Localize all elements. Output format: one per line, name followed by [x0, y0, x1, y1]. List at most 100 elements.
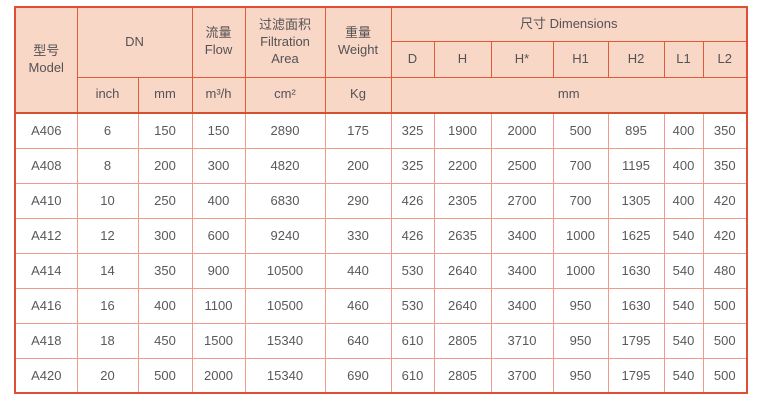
unit-weight: Kg — [324, 76, 392, 114]
header-row-3: inch mm m³/h cm² Kg mm — [15, 76, 748, 114]
model-cell: A420 — [14, 357, 78, 394]
value-cell: 2305 — [433, 182, 492, 219]
value-cell: 2640 — [433, 252, 492, 289]
value-cell: 350 — [137, 252, 193, 289]
table-row: A412 12 300 600 9240 330 426 2635 3400 1000 1625 54… — [14, 217, 748, 254]
header-flow-en: Flow — [204, 42, 233, 58]
header-dn: DN — [76, 6, 193, 78]
table-header: 型号 Model DN 流量 Flow 过滤面积 Filtration Area… — [14, 6, 748, 114]
value-cell: 150 — [137, 112, 193, 149]
value-cell: 895 — [607, 112, 665, 149]
header-filtration-en1: Filtration — [260, 33, 310, 49]
value-cell: 440 — [324, 252, 392, 289]
value-cell: 400 — [191, 182, 246, 219]
value-cell: 1305 — [607, 182, 665, 219]
value-cell: 600 — [191, 217, 246, 254]
unit-dimensions-mm: mm — [390, 76, 748, 114]
header-dim-d: D — [390, 40, 435, 78]
value-cell: 250 — [137, 182, 193, 219]
table-row: A416 16 400 1100 10500 460 530 2640 3400 950 1630 5… — [14, 287, 748, 324]
header-model-zh: 型号 — [33, 43, 60, 59]
value-cell: 500 — [702, 287, 748, 324]
value-cell: 500 — [702, 322, 748, 359]
value-cell: 300 — [191, 147, 246, 184]
value-cell: 12 — [76, 217, 139, 254]
value-cell: 15340 — [244, 322, 326, 359]
header-weight: 重量 Weight — [324, 6, 392, 78]
model-cell: A414 — [14, 252, 78, 289]
value-cell: 10500 — [244, 252, 326, 289]
header-row-2: D H H* H1 H2 L1 L2 — [15, 40, 748, 78]
value-cell: 330 — [324, 217, 392, 254]
value-cell: 6 — [76, 112, 139, 149]
table-row: A410 10 250 400 6830 290 426 2305 2700 700 1305 400… — [14, 182, 748, 219]
value-cell: 1900 — [433, 112, 492, 149]
value-cell: 200 — [324, 147, 392, 184]
value-cell: 3400 — [490, 252, 554, 289]
value-cell: 400 — [663, 147, 704, 184]
value-cell: 640 — [324, 322, 392, 359]
value-cell: 610 — [390, 322, 435, 359]
value-cell: 10500 — [244, 287, 326, 324]
header-filtration-zh: 过滤面积 — [258, 16, 311, 32]
header-dim-l1: L1 — [663, 40, 704, 78]
value-cell: 900 — [191, 252, 246, 289]
value-cell: 18 — [76, 322, 139, 359]
value-cell: 10 — [76, 182, 139, 219]
value-cell: 400 — [137, 287, 193, 324]
header-dimensions: 尺寸 Dimensions — [390, 6, 748, 42]
value-cell: 426 — [390, 182, 435, 219]
value-cell: 15340 — [244, 357, 326, 394]
value-cell: 2640 — [433, 287, 492, 324]
header-dim-l2: L2 — [702, 40, 748, 78]
value-cell: 690 — [324, 357, 392, 394]
value-cell: 2805 — [433, 322, 492, 359]
value-cell: 325 — [390, 112, 435, 149]
value-cell: 500 — [137, 357, 193, 394]
value-cell: 290 — [324, 182, 392, 219]
value-cell: 2890 — [244, 112, 326, 149]
value-cell: 420 — [702, 182, 748, 219]
value-cell: 460 — [324, 287, 392, 324]
model-cell: A418 — [14, 322, 78, 359]
value-cell: 350 — [702, 112, 748, 149]
value-cell: 20 — [76, 357, 139, 394]
model-cell: A408 — [14, 147, 78, 184]
value-cell: 950 — [552, 287, 609, 324]
spec-table-body: A406 6 150 150 2890 175 325 1900 2000 500 895 400 35… — [14, 112, 748, 394]
value-cell: 420 — [702, 217, 748, 254]
value-cell: 950 — [552, 357, 609, 394]
model-cell: A406 — [14, 112, 78, 149]
value-cell: 3710 — [490, 322, 554, 359]
value-cell: 2805 — [433, 357, 492, 394]
value-cell: 175 — [324, 112, 392, 149]
value-cell: 3400 — [490, 287, 554, 324]
value-cell: 700 — [552, 182, 609, 219]
header-filtration-area: 过滤面积 Filtration Area — [244, 6, 326, 78]
value-cell: 9240 — [244, 217, 326, 254]
value-cell: 1795 — [607, 322, 665, 359]
value-cell: 350 — [702, 147, 748, 184]
table-row: A418 18 450 1500 15340 640 610 2805 3710 950 1795 5… — [14, 322, 748, 359]
value-cell: 540 — [663, 322, 704, 359]
value-cell: 2635 — [433, 217, 492, 254]
value-cell: 2000 — [490, 112, 554, 149]
header-dim-h2: H2 — [607, 40, 665, 78]
table-row: A406 6 150 150 2890 175 325 1900 2000 500 895 400 35… — [14, 112, 748, 149]
value-cell: 480 — [702, 252, 748, 289]
header-dim-h1: H1 — [552, 40, 609, 78]
header-model-en: Model — [28, 60, 64, 75]
model-cell: A416 — [14, 287, 78, 324]
value-cell: 1100 — [191, 287, 246, 324]
value-cell: 16 — [76, 287, 139, 324]
table-row: A414 14 350 900 10500 440 530 2640 3400 1000 1630 5… — [14, 252, 748, 289]
value-cell: 400 — [663, 182, 704, 219]
value-cell: 1795 — [607, 357, 665, 394]
value-cell: 500 — [552, 112, 609, 149]
value-cell: 14 — [76, 252, 139, 289]
value-cell: 3700 — [490, 357, 554, 394]
value-cell: 540 — [663, 217, 704, 254]
value-cell: 540 — [663, 252, 704, 289]
value-cell: 950 — [552, 322, 609, 359]
value-cell: 200 — [137, 147, 193, 184]
